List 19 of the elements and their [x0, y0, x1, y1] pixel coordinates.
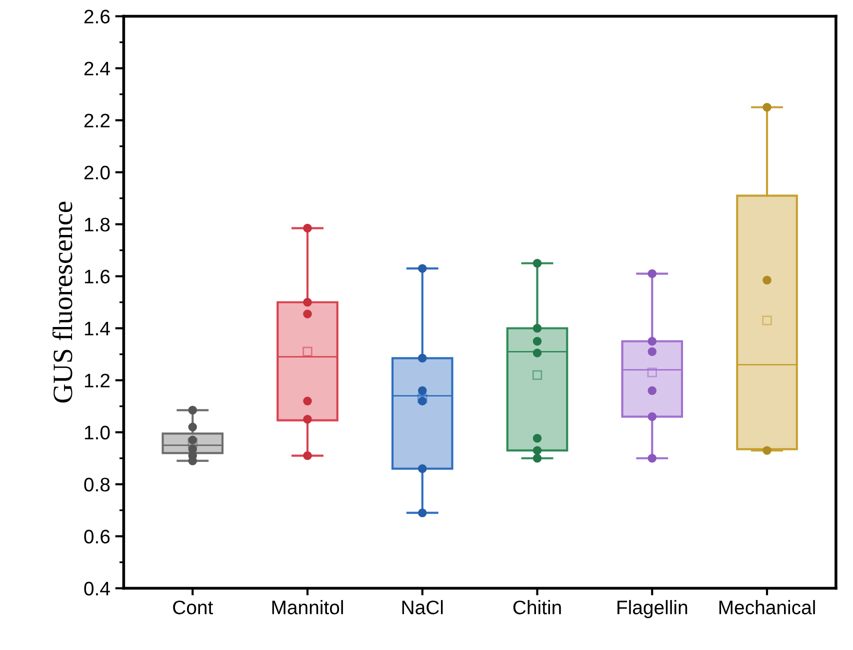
y-tick-label: 2.0 [84, 166, 110, 180]
y-tick-label: 0.6 [84, 530, 110, 544]
y-axis-title: GUS fluorescence [52, 202, 72, 403]
y-tick-label: 1.2 [84, 374, 110, 388]
y-tick-label: 0.4 [84, 582, 110, 596]
y-tick-label: 2.6 [84, 10, 110, 24]
x-tick-label: NaCl [402, 600, 443, 614]
x-tick-label: Flagellin [618, 600, 688, 618]
x-tick-label: Mannitol [272, 600, 343, 614]
y-tick-label: 2.2 [84, 114, 110, 128]
x-tick-label: Cont [173, 600, 214, 614]
y-tick-label: 2.4 [84, 62, 110, 76]
y-tick-label: 1.6 [84, 270, 110, 284]
x-tick-label: Mechanical [719, 600, 815, 614]
y-tick-label: 0.8 [84, 478, 110, 492]
x-tick-label: Chitin [513, 600, 561, 614]
y-tick-label: 1.4 [84, 322, 110, 336]
y-tick-label: 1.0 [84, 426, 110, 440]
y-tick-label: 1.8 [84, 218, 110, 232]
